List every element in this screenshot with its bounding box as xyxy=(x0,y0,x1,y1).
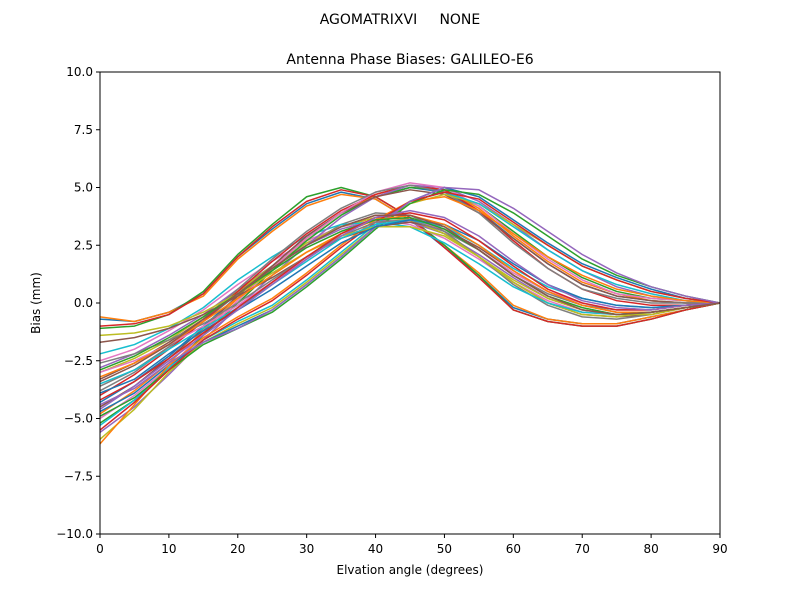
y-tick-label: 10.0 xyxy=(66,65,93,79)
y-tick-label: 7.5 xyxy=(74,123,93,137)
y-axis-label: Bias (mm) xyxy=(29,272,43,334)
chart-title: Antenna Phase Biases: GALILEO-E6 xyxy=(286,52,533,68)
x-axis-label: Elvation angle (degrees) xyxy=(337,563,484,577)
y-tick-label: 2.5 xyxy=(74,238,93,252)
x-tick-label: 50 xyxy=(437,542,452,556)
series-line-35 xyxy=(99,209,721,410)
series-line-23 xyxy=(99,189,721,417)
x-tick-label: 10 xyxy=(161,542,176,556)
series-line-25 xyxy=(99,186,721,406)
y-tick-label: −2.5 xyxy=(64,354,93,368)
x-tick-label: 30 xyxy=(299,542,314,556)
x-tick-label: 80 xyxy=(643,542,658,556)
x-tick-label: 90 xyxy=(712,542,727,556)
y-tick-label: 0.0 xyxy=(74,296,93,310)
x-tick-label: 0 xyxy=(96,542,104,556)
x-tick-label: 40 xyxy=(368,542,383,556)
plot-lines xyxy=(99,182,721,445)
series-line-36 xyxy=(99,214,721,383)
series-line-34 xyxy=(99,212,721,401)
x-tick-label: 60 xyxy=(506,542,521,556)
series-line-31 xyxy=(99,219,721,394)
x-axis: 0 10 20 30 40 50 60 70 80 90 xyxy=(96,534,728,556)
figure-suptitle: AGOMATRIXVI NONE xyxy=(320,12,481,28)
x-tick-label: 20 xyxy=(230,542,245,556)
y-tick-label: 5.0 xyxy=(74,181,93,195)
y-tick-label: −10.0 xyxy=(56,527,93,541)
x-tick-label: 70 xyxy=(575,542,590,556)
y-axis: −10.0 −7.5 −5.0 −2.5 0.0 2.5 5.0 7.5 10.0 xyxy=(56,65,100,541)
y-tick-label: −5.0 xyxy=(64,412,93,426)
y-tick-label: −7.5 xyxy=(64,469,93,483)
